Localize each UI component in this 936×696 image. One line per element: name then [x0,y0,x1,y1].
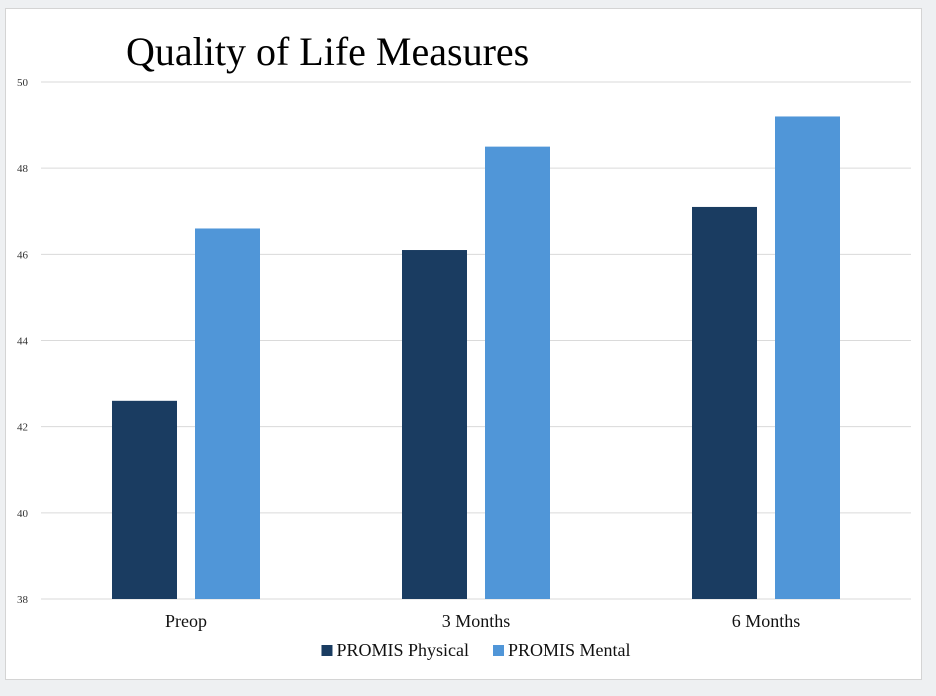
legend-item: PROMIS Mental [493,640,631,660]
x-tick-label: 3 Months [442,611,511,631]
x-axis-ticks: Preop 3 Months 6 Months [165,611,800,631]
y-tick-label: 46 [17,249,29,261]
legend: PROMIS Physical PROMIS Mental [321,640,631,660]
y-tick-label: 38 [17,594,29,606]
bar-promis-physical-preop [112,400,177,599]
chart-title: Quality of Life Measures [126,29,529,74]
bar-promis-mental-preop [195,228,260,599]
bar-promis-mental-6-months [775,116,840,599]
y-tick-label: 48 [17,163,29,175]
chart-frame: Quality of Life Measures 38 40 42 44 46 48 50 … [5,8,922,680]
legend-item: PROMIS Physical [321,640,469,660]
y-axis-ticks: 38 40 42 44 46 48 50 [17,77,29,606]
bars [112,116,840,600]
bar-promis-physical-6-months [692,206,757,600]
legend-swatch [493,645,505,656]
y-tick-label: 42 [17,422,28,434]
gridlines [41,81,911,600]
y-tick-label: 44 [17,336,29,348]
legend-label: PROMIS Physical [336,640,469,660]
legend-label: PROMIS Mental [508,640,631,660]
bar-chart: Quality of Life Measures 38404244464850 … [17,29,911,660]
bar-promis-physical-3-months [402,250,467,599]
y-tick-label: 40 [17,508,29,520]
legend-swatch [321,645,333,656]
x-tick-label: 6 Months [732,611,801,631]
x-tick-label: Preop [165,611,207,631]
y-tick-label: 50 [17,77,29,89]
bar-promis-mental-3-months [485,146,550,599]
